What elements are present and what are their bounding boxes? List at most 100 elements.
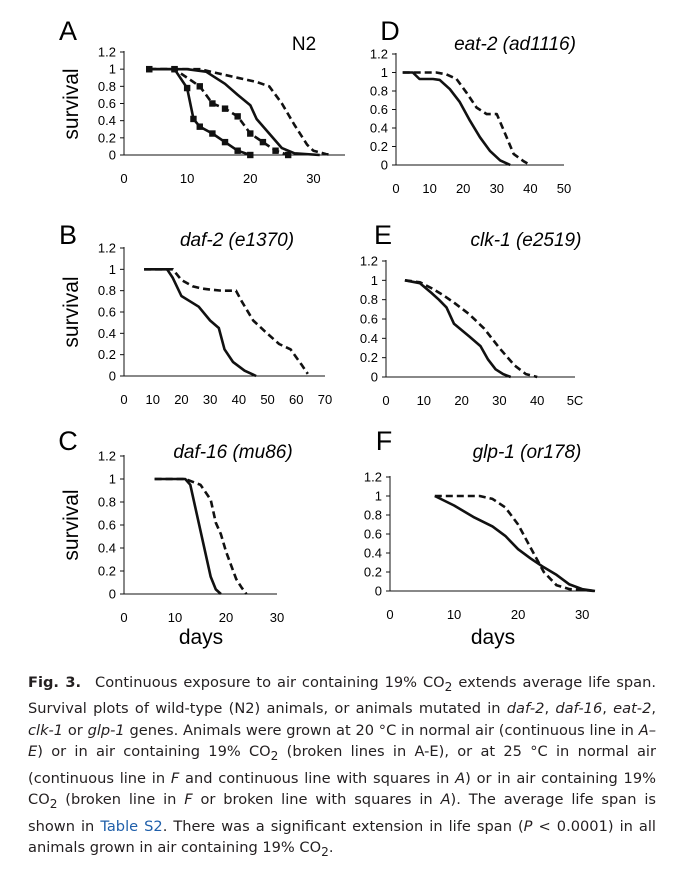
y-axis-label: survival — [60, 68, 83, 139]
data-point-square — [196, 123, 203, 130]
y-tick-label: 1.2 — [98, 449, 116, 464]
panel-letter: C — [58, 426, 78, 456]
series-line-dashed — [149, 67, 333, 157]
y-tick-label: 0.6 — [98, 305, 116, 320]
panel-title: glp-1 (or178) — [473, 442, 582, 463]
y-tick-label: 0.8 — [98, 495, 116, 510]
series-line-solid — [144, 268, 257, 378]
x-tick-label: 20 — [456, 181, 470, 196]
table-s2-link[interactable]: Table S2 — [100, 817, 163, 835]
data-point-square — [196, 83, 203, 90]
panel-letter: B — [59, 220, 77, 250]
y-tick-label: 0 — [109, 148, 116, 163]
y-tick-label: 1 — [375, 489, 382, 504]
data-point-square — [146, 65, 153, 73]
x-tick-label: 20 — [243, 171, 257, 186]
data-point-square — [247, 151, 254, 159]
x-tick-label: 0 — [120, 171, 127, 186]
y-tick-label: 1 — [381, 65, 388, 80]
x-tick-label: 30 — [270, 610, 284, 625]
panel-a: A N2 survival 1.2 1 0.8 0.6 0.4 0.2 00 10 20 30 — [59, 16, 345, 186]
y-tick-label: 1.2 — [98, 45, 116, 60]
data-point-square — [247, 130, 254, 137]
panel-title: daf-16 (mu86) — [173, 442, 292, 463]
y-tick-label: 0.8 — [98, 283, 116, 298]
y-tick-label: 0 — [109, 369, 116, 384]
x-tick-label: 20 — [511, 607, 525, 622]
y-tick-label: 0.8 — [98, 79, 116, 94]
x-tick-label: 0 — [392, 181, 399, 196]
x-tick-label: 10 — [417, 393, 431, 408]
x-tick-label: 20 — [219, 610, 233, 625]
y-tick-label: 0.4 — [364, 546, 382, 561]
y-tick-label: 1 — [371, 273, 378, 288]
series-line-dashed — [404, 279, 538, 379]
x-tick-label: 60 — [289, 392, 303, 407]
x-tick-label: 20 — [174, 392, 188, 407]
panel-letter: A — [59, 16, 77, 46]
data-point-square — [221, 138, 229, 146]
y-tick-label: 0.8 — [364, 508, 382, 523]
data-point-square — [272, 147, 279, 154]
data-point-square — [234, 147, 241, 154]
series-line-solid-squares — [149, 67, 251, 157]
data-point-square — [221, 105, 229, 112]
y-tick-label: 0.8 — [370, 84, 388, 99]
panel-title: eat-2 (ad1116) — [454, 34, 576, 55]
data-point-square — [209, 130, 216, 137]
data-point-square — [259, 138, 267, 146]
panel-letter: F — [376, 426, 393, 456]
x-tick-label: 20 — [454, 393, 468, 408]
x-tick-label: 5C — [567, 393, 584, 408]
y-tick-label: 0 — [381, 158, 388, 173]
panel-title: clk-1 (e2519) — [471, 230, 582, 251]
x-tick-label: 30 — [490, 181, 504, 196]
y-tick-label: 0.4 — [98, 326, 116, 341]
x-tick-label: 40 — [530, 393, 544, 408]
y-tick-label: 1.2 — [98, 241, 116, 256]
series-line-dashed — [434, 494, 596, 593]
x-tick-label: 10 — [180, 171, 194, 186]
x-tick-label: 30 — [306, 171, 320, 186]
y-tick-label: 0.6 — [364, 527, 382, 542]
series-line-solid — [402, 71, 511, 167]
y-tick-label: 1.2 — [370, 47, 388, 62]
y-tick-label: 0.6 — [370, 102, 388, 117]
y-tick-label: 0.4 — [98, 113, 116, 128]
data-point-square — [183, 84, 191, 92]
series-line-solid — [149, 67, 320, 157]
x-tick-label: 40 — [523, 181, 537, 196]
series-line-solid — [404, 279, 512, 379]
y-tick-label: 0.2 — [364, 565, 382, 580]
x-tick-label: 0 — [120, 610, 127, 625]
y-tick-label: 0.2 — [98, 564, 116, 579]
x-tick-label: 10 — [422, 181, 436, 196]
x-tick-label: 10 — [447, 607, 461, 622]
series-line-dashed-squares — [149, 67, 289, 157]
y-tick-label: 0.4 — [370, 121, 388, 136]
y-tick-label: 0.4 — [360, 331, 378, 346]
series-line-dashed — [154, 477, 248, 595]
y-tick-label: 0.4 — [98, 541, 116, 556]
x-axis-label: days — [179, 626, 223, 649]
y-tick-label: 0.6 — [360, 312, 378, 327]
x-tick-label: 0 — [120, 392, 127, 407]
y-tick-label: 0 — [375, 584, 382, 599]
y-tick-label: 0.2 — [98, 347, 116, 362]
y-tick-label: 0.6 — [98, 518, 116, 533]
data-point-square — [209, 100, 216, 107]
y-tick-label: 0 — [109, 587, 116, 602]
y-tick-label: 0.8 — [360, 292, 378, 307]
x-tick-label: 30 — [203, 392, 217, 407]
data-point-square — [190, 115, 197, 123]
series-line-dashed — [144, 268, 309, 375]
x-tick-label: 50 — [557, 181, 571, 196]
panel-title: N2 — [292, 34, 316, 55]
panel-title: daf-2 (e1370) — [180, 230, 294, 251]
x-tick-label: 10 — [168, 610, 182, 625]
y-tick-label: 1 — [109, 262, 116, 277]
data-point-square — [234, 113, 241, 120]
y-tick-label: 1.2 — [364, 470, 382, 485]
figure-caption: Fig. 3. Continuous exposure to air contai… — [28, 674, 657, 860]
